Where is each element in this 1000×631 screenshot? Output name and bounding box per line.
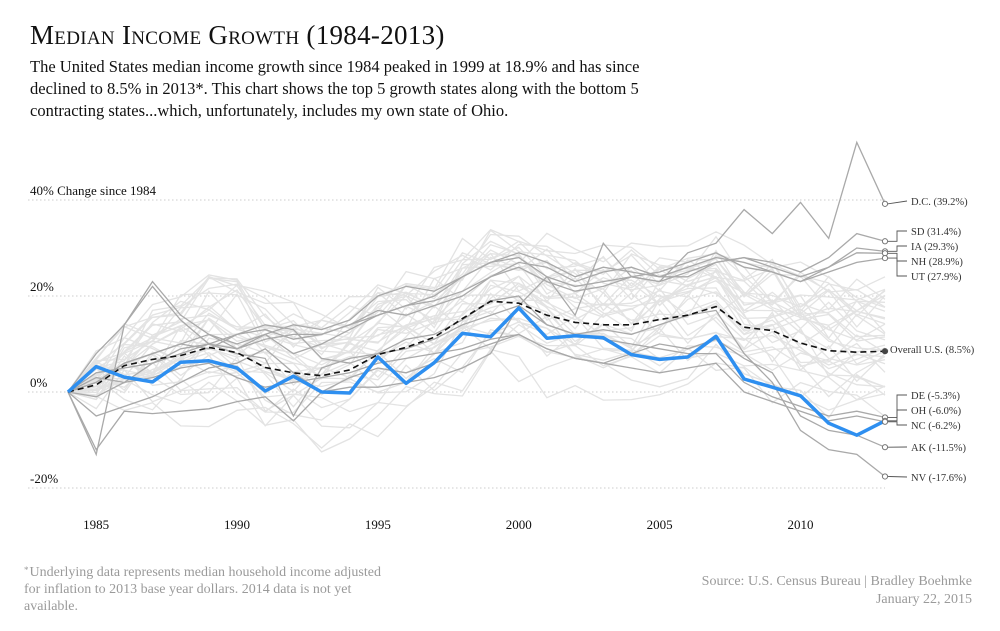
source-block: Source: U.S. Census Bureau | Bradley Boe… (702, 573, 972, 609)
background-state-line (67, 252, 886, 393)
series-line-nv (67, 285, 886, 478)
background-state-line (67, 231, 886, 393)
background-state-line (67, 348, 886, 449)
series-line-dc (67, 140, 886, 451)
end-label: AK (-11.5%) (911, 443, 967, 454)
background-state-line (67, 343, 886, 453)
end-label: NC (-6.2%) (911, 421, 961, 432)
end-label: D.C. (39.2%) (911, 197, 968, 208)
end-label: DE (-5.3%) (911, 391, 960, 402)
background-state-line (67, 252, 886, 401)
leader-line (887, 200, 908, 205)
series-line-oh (66, 306, 886, 437)
grid-layer (28, 199, 885, 489)
background-state-line (67, 284, 886, 395)
leader-line (888, 230, 907, 242)
y-tick-label: -20% (30, 471, 58, 486)
end-label: UT (27.9%) (911, 272, 962, 283)
leader-line (888, 421, 907, 426)
background-state-line (67, 228, 886, 393)
end-marker (881, 444, 889, 451)
background-state-line (67, 279, 886, 393)
y-tick-label: 0% (30, 375, 48, 390)
y-tick-label: 20% (30, 279, 54, 294)
source-date: January 22, 2015 (875, 592, 972, 607)
end-label: IA (29.3%) (911, 242, 959, 253)
series-line-ut (67, 252, 886, 393)
x-tick-label: 1995 (365, 517, 391, 532)
footnote-marker: * (24, 565, 29, 575)
highlight-state-lines (67, 140, 886, 478)
series-line-nc (67, 333, 886, 423)
footnote: *Underlying data represents median house… (24, 564, 394, 615)
ohio-line-layer (66, 306, 886, 437)
leader-line (887, 476, 908, 478)
leader-line (888, 245, 907, 252)
x-tick-label: 2010 (787, 517, 813, 532)
end-label: Overall U.S. (8.5%) (890, 345, 975, 356)
leader-line (885, 348, 889, 352)
end-label: NV (-17.6%) (911, 473, 967, 484)
source-text: Source: U.S. Census Bureau | Bradley Boe… (701, 574, 972, 589)
end-marker (881, 418, 889, 425)
leader-line (888, 409, 907, 422)
x-axis-labels: 1985 1990 1995 2000 2005 2010 (83, 517, 813, 532)
series-line-sd (67, 232, 886, 393)
end-labels: D.C. (39.2%) SD (31.4%) IA (29.3%) NH (28.9… (881, 197, 975, 484)
background-state-line (67, 243, 886, 393)
background-state-lines (67, 228, 886, 453)
background-state-line (67, 292, 886, 401)
background-state-line (67, 317, 886, 414)
y-axis-labels: 40% Change since 1984 20% 0% -20% (30, 183, 157, 486)
background-state-line (67, 229, 886, 393)
end-marker (881, 254, 889, 262)
x-tick-label: 1985 (83, 517, 109, 532)
background-state-line (67, 281, 886, 393)
background-state-line (67, 310, 886, 412)
background-state-line (67, 287, 886, 393)
end-label: OH (-6.0%) (911, 406, 962, 417)
chart-subtitle: The United States median income growth s… (30, 57, 640, 120)
end-marker (881, 238, 889, 245)
background-state-line (67, 254, 886, 393)
end-marker (881, 200, 889, 207)
leader-line (888, 252, 907, 262)
x-tick-label: 2005 (647, 517, 673, 532)
end-marker (881, 473, 889, 480)
us-line-layer (67, 300, 886, 393)
y-tick-label: 40% Change since 1984 (30, 183, 157, 198)
series-line-overall-us (67, 300, 886, 393)
background-state-line (67, 256, 886, 393)
x-tick-label: 2000 (506, 517, 532, 532)
background-state-line (67, 335, 886, 429)
background-state-line (67, 284, 886, 393)
series-line-ak (67, 333, 886, 448)
background-state-line (67, 240, 886, 396)
leader-line (888, 257, 907, 277)
leader-line (888, 394, 907, 418)
footnote-text: Underlying data represents median househ… (24, 565, 381, 614)
x-tick-label: 1990 (224, 517, 250, 532)
series-line-ia (67, 247, 886, 393)
end-label: NH (28.9%) (911, 257, 963, 268)
chart-title: Median Income Growth (1984-2013) (30, 20, 445, 50)
end-label: SD (31.4%) (911, 227, 962, 238)
